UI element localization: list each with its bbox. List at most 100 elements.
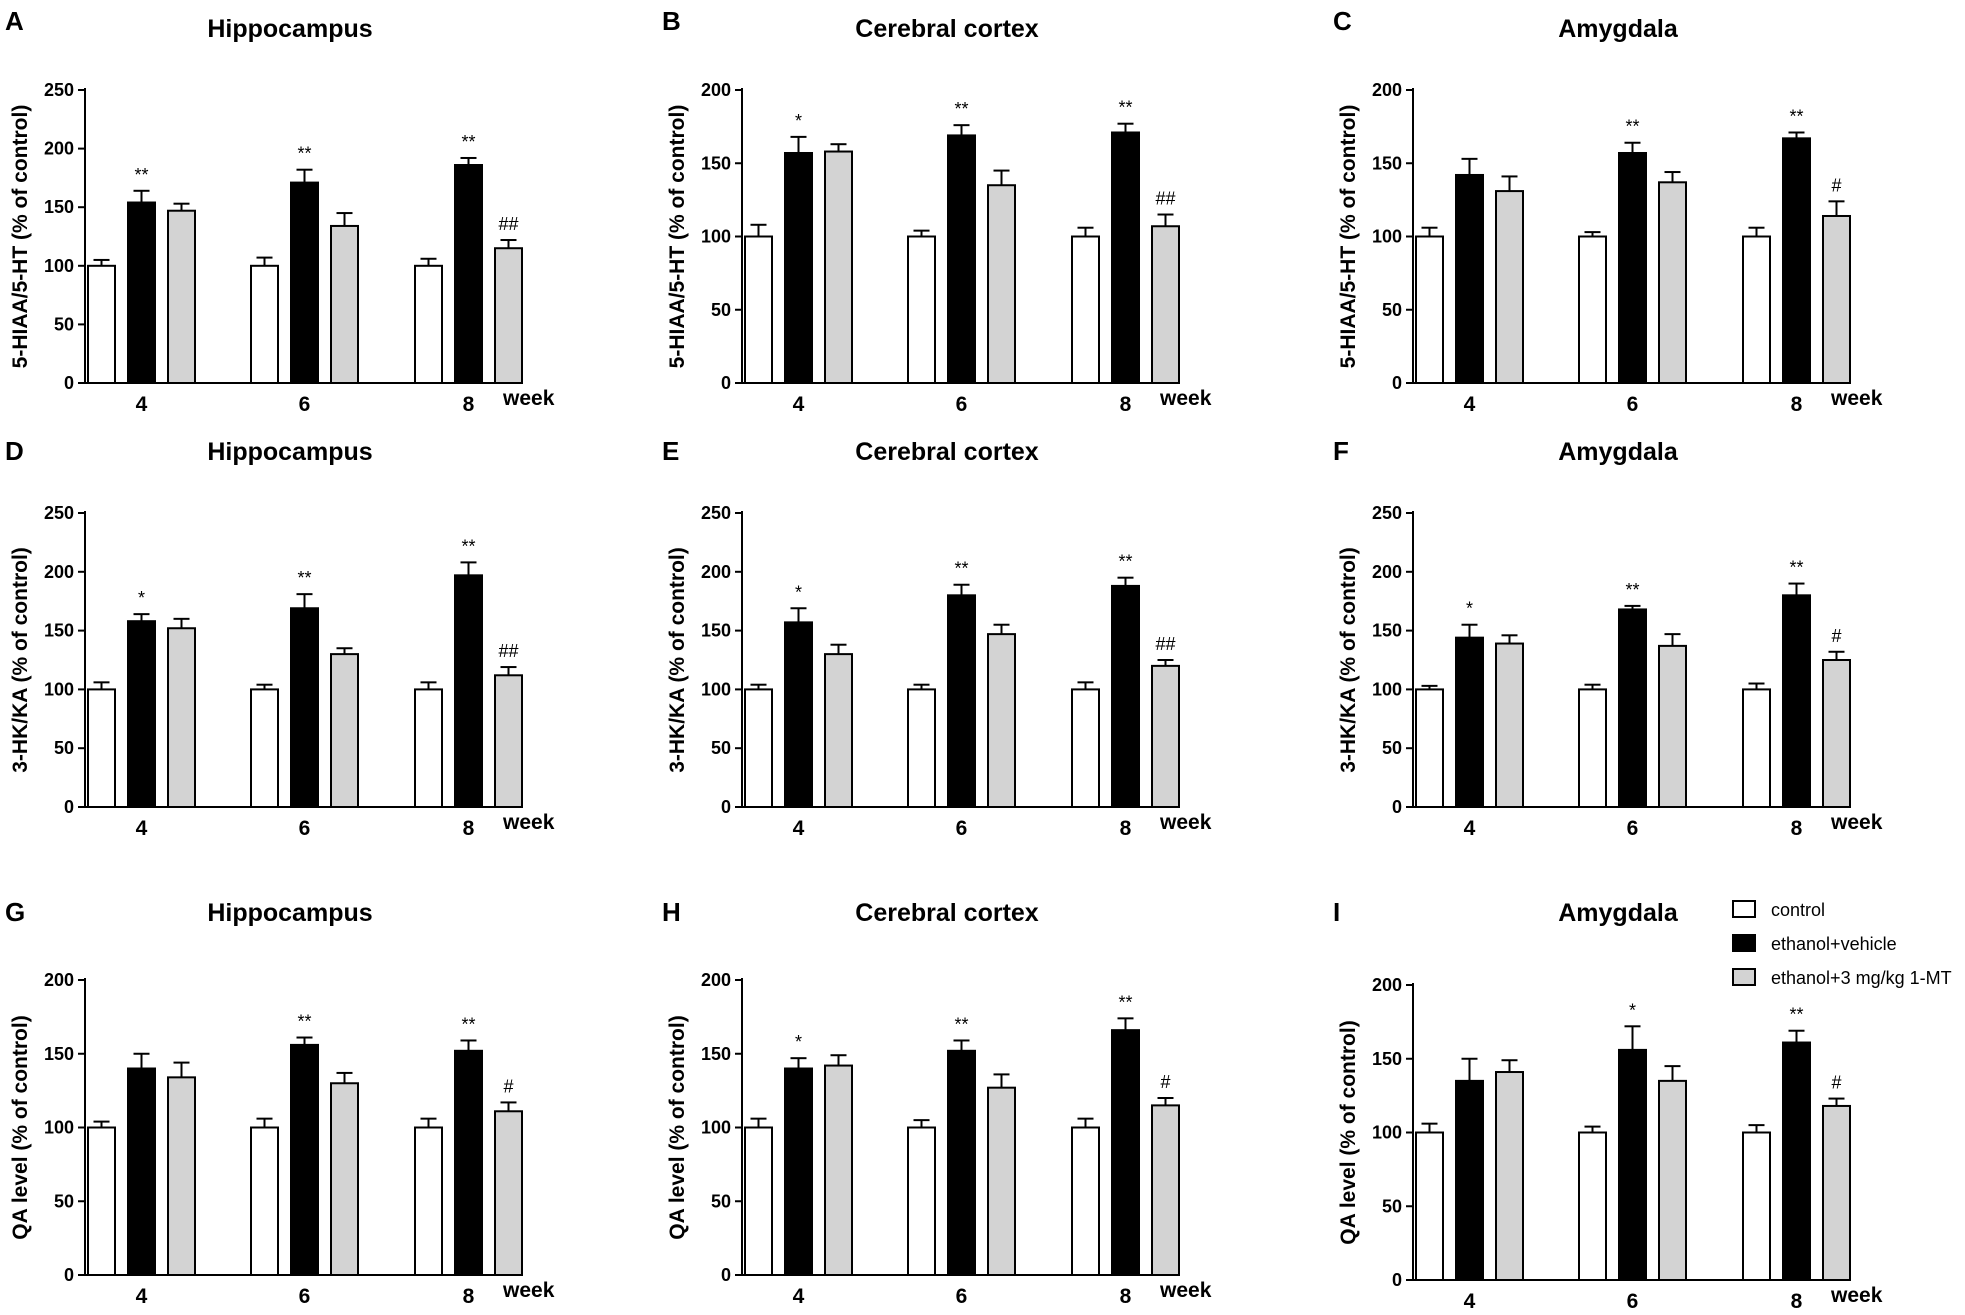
- y-tick-label: 50: [54, 314, 74, 334]
- significance-label: #: [1831, 626, 1841, 646]
- panel-A: A Hippocampus 5-HIAA/5-HT (% of control) 0 5…: [5, 6, 555, 416]
- bar: [987, 633, 1016, 808]
- x-axis-unit: week: [1830, 387, 1883, 410]
- significance-label: **: [954, 559, 968, 579]
- y-tick-label: 200: [1372, 80, 1402, 100]
- y-axis-label: 5-HIAA/5-HT (% of control): [666, 105, 689, 369]
- bar: [127, 620, 156, 809]
- y-axis-label: QA level (% of control): [666, 1015, 689, 1239]
- bar: [1415, 1131, 1444, 1281]
- bar: [987, 1086, 1016, 1277]
- bar: [1415, 688, 1444, 809]
- y-tick-label: 150: [44, 1044, 74, 1064]
- bar: [907, 1126, 936, 1276]
- y-tick-label: 0: [721, 1265, 731, 1285]
- panel-F: F Amygdala 3-HK/KA (% of control) 0 50 100 150…: [1333, 436, 1883, 840]
- significance-label: *: [138, 588, 145, 608]
- bar: [330, 1082, 359, 1276]
- bar: [1151, 664, 1180, 808]
- chart-title: Hippocampus: [207, 15, 372, 43]
- bar: [494, 247, 523, 384]
- significance-label: **: [134, 165, 148, 185]
- panel-D: D Hippocampus 3-HK/KA (% of control) 0 50 100…: [5, 436, 555, 840]
- significance-label: **: [1625, 117, 1639, 137]
- significance-label: *: [795, 1032, 802, 1052]
- bar: [1782, 1041, 1811, 1282]
- legend-swatch: [1732, 900, 1756, 918]
- x-axis-unit: week: [1830, 811, 1883, 834]
- significance-label: **: [954, 99, 968, 119]
- y-tick-label: 50: [711, 738, 731, 758]
- significance-label: **: [1789, 106, 1803, 126]
- bar: [784, 151, 813, 384]
- panel-letter: H: [662, 897, 681, 927]
- y-tick-label: 0: [1392, 797, 1402, 817]
- chart-title: Amygdala: [1558, 15, 1679, 43]
- bar: [1822, 214, 1851, 384]
- panel-H: H Cerebral cortex QA level (% of control) 0…: [662, 897, 1212, 1308]
- y-tick-label: 100: [1372, 1123, 1402, 1143]
- y-tick-label: 50: [1382, 1196, 1402, 1216]
- panel-letter: F: [1333, 436, 1349, 466]
- chart-title: Amygdala: [1558, 899, 1679, 927]
- bar: [1578, 235, 1607, 384]
- x-tick-label: 8: [1120, 393, 1132, 416]
- bar: [167, 209, 196, 384]
- panel-I: I Amygdala QA level (% of control) 0 50 100 15…: [1333, 897, 1883, 1313]
- y-tick-label: 100: [44, 679, 74, 699]
- x-tick-label: 6: [299, 1285, 311, 1308]
- y-tick-label: 150: [701, 153, 731, 173]
- panel-letter: B: [662, 6, 681, 36]
- bar: [454, 1049, 483, 1277]
- y-tick-label: 50: [54, 738, 74, 758]
- y-tick-label: 0: [721, 797, 731, 817]
- x-tick-label: 6: [1627, 393, 1639, 416]
- significance-label: *: [1629, 1000, 1636, 1020]
- x-axis-unit: week: [502, 387, 555, 410]
- bar: [454, 574, 483, 808]
- y-tick-label: 50: [1382, 738, 1402, 758]
- bar: [1071, 1126, 1100, 1276]
- significance-label: **: [1625, 580, 1639, 600]
- legend-label: ethanol+3 mg/kg 1-MT: [1771, 968, 1952, 988]
- y-tick-label: 0: [721, 373, 731, 393]
- y-axis-label: 3-HK/KA (% of control): [1337, 547, 1360, 773]
- bar: [1111, 131, 1140, 384]
- x-tick-label: 6: [1627, 1290, 1639, 1313]
- bar: [1151, 225, 1180, 384]
- bar: [947, 134, 976, 384]
- bar: [824, 1064, 853, 1277]
- significance-label: ##: [1155, 634, 1175, 654]
- x-tick-label: 4: [1464, 1290, 1476, 1313]
- y-tick-label: 100: [701, 227, 731, 247]
- significance-label: **: [297, 144, 311, 164]
- y-tick-label: 150: [701, 1044, 731, 1064]
- significance-label: ##: [498, 641, 518, 661]
- y-tick-label: 50: [711, 300, 731, 320]
- x-tick-label: 6: [299, 393, 311, 416]
- x-tick-label: 8: [1791, 817, 1803, 840]
- significance-label: **: [1118, 98, 1132, 118]
- y-tick-label: 250: [44, 503, 74, 523]
- x-tick-label: 6: [956, 393, 968, 416]
- panel-B: B Cerebral cortex 5-HIAA/5-HT (% of contro…: [662, 6, 1212, 416]
- legend-label: ethanol+vehicle: [1771, 934, 1897, 954]
- bar: [290, 181, 319, 384]
- panel-letter: I: [1333, 897, 1340, 927]
- bar: [494, 1110, 523, 1277]
- bar: [1495, 1071, 1524, 1282]
- y-axis-label: 3-HK/KA (% of control): [9, 547, 32, 773]
- bar: [1658, 644, 1687, 808]
- panel-letter: A: [5, 6, 24, 36]
- y-tick-label: 0: [1392, 1270, 1402, 1290]
- y-axis-label: 5-HIAA/5-HT (% of control): [9, 105, 32, 369]
- y-tick-label: 200: [1372, 975, 1402, 995]
- bar: [824, 150, 853, 384]
- bar: [87, 688, 116, 809]
- x-tick-label: 6: [1627, 817, 1639, 840]
- panel-letter: G: [5, 897, 25, 927]
- y-tick-label: 150: [44, 621, 74, 641]
- bar: [414, 1126, 443, 1276]
- x-tick-label: 8: [1120, 1285, 1132, 1308]
